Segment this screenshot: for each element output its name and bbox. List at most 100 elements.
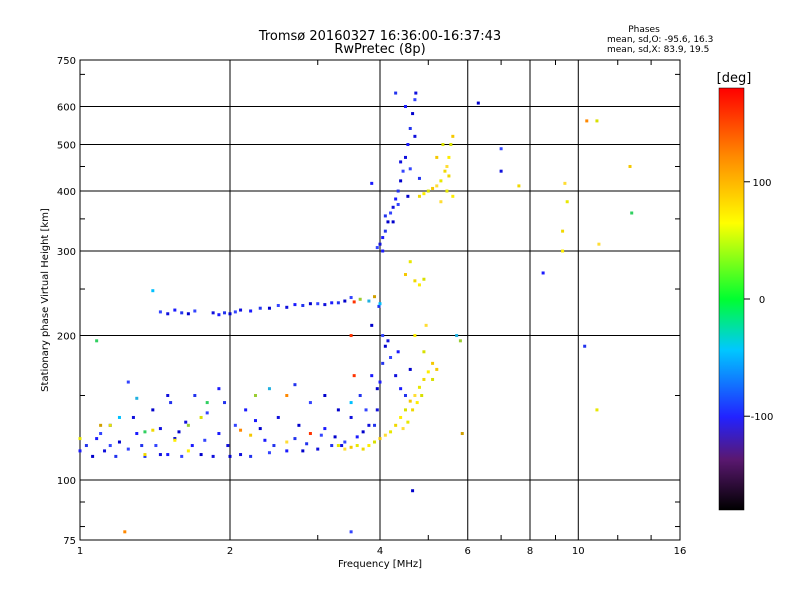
data-point (399, 387, 403, 391)
data-point (383, 214, 387, 218)
data-point (406, 194, 410, 198)
colorbar-label: [deg] (717, 71, 752, 86)
data-point (205, 401, 209, 405)
x-tick-label: 4 (377, 546, 383, 557)
data-point (401, 427, 405, 431)
data-point (383, 229, 387, 233)
data-point (297, 423, 301, 427)
data-point (158, 453, 162, 457)
data-point (413, 334, 417, 338)
data-point (367, 444, 371, 448)
data-point (595, 119, 599, 123)
data-point (190, 444, 194, 448)
data-point (135, 396, 139, 400)
data-point (340, 444, 344, 448)
data-point (426, 189, 430, 193)
x-tick-label: 8 (527, 546, 533, 557)
data-point (445, 164, 449, 168)
data-point (422, 377, 426, 381)
data-point (451, 194, 455, 198)
data-point (293, 303, 297, 307)
data-point (199, 415, 203, 419)
x-tick-label: 2 (227, 546, 233, 557)
data-point (349, 530, 353, 534)
data-point (253, 419, 257, 423)
data-point (267, 387, 271, 391)
data-point (370, 374, 374, 378)
data-point (249, 454, 253, 458)
data-point (435, 367, 439, 371)
data-point (417, 176, 421, 180)
data-point (108, 444, 112, 448)
data-point (431, 186, 435, 190)
data-point (308, 302, 312, 306)
y-tick-label: 100 (57, 476, 76, 487)
data-point (158, 427, 162, 431)
data-point (413, 98, 417, 102)
data-point (117, 440, 121, 444)
data-point (228, 454, 232, 458)
data-point (435, 184, 439, 188)
data-point (193, 309, 197, 313)
data-point (394, 197, 398, 201)
phase-info-heading: Phases (628, 25, 660, 35)
data-point (408, 367, 412, 371)
data-point (226, 444, 230, 448)
data-point (123, 530, 127, 534)
data-point (177, 430, 181, 434)
data-point (333, 435, 337, 439)
data-point (228, 312, 232, 316)
data-point (417, 385, 421, 389)
data-point (458, 339, 462, 343)
data-point (630, 211, 634, 215)
data-point (403, 105, 407, 109)
data-point (431, 361, 435, 365)
data-point (305, 442, 309, 446)
data-point (378, 437, 382, 441)
data-point (396, 189, 400, 193)
y-tick-label: 300 (57, 247, 76, 258)
x-tick-label: 6 (465, 546, 471, 557)
phase-info-o-mode: mean, sd,O: -95.6, 16.3 (607, 35, 713, 45)
data-point (424, 323, 428, 327)
data-point (443, 169, 447, 173)
data-point (441, 143, 445, 147)
data-point (293, 383, 297, 387)
data-point (381, 334, 385, 338)
data-point (330, 301, 334, 305)
data-point (151, 408, 155, 412)
data-point (417, 194, 421, 198)
chart-title: Tromsø 20160327 16:36:00-16:37:43 (258, 29, 501, 44)
data-point (499, 169, 503, 173)
data-point (422, 277, 426, 281)
data-point (239, 428, 243, 432)
data-point (173, 308, 177, 312)
data-point (117, 415, 121, 419)
data-point (361, 447, 365, 451)
data-point (628, 164, 632, 168)
data-point (217, 387, 221, 391)
data-point (411, 112, 415, 116)
data-point (211, 311, 215, 315)
data-point (349, 334, 353, 338)
data-point (249, 433, 253, 437)
data-point (403, 273, 407, 277)
data-point (420, 394, 424, 398)
data-point (358, 394, 362, 398)
data-point (217, 313, 221, 317)
data-point (408, 399, 412, 403)
data-point (358, 297, 362, 301)
data-point (378, 380, 382, 384)
data-point (383, 433, 387, 437)
data-point (84, 444, 88, 448)
data-point (381, 361, 385, 365)
data-point (203, 438, 207, 442)
y-tick-label: 500 (57, 141, 76, 152)
data-point (336, 408, 340, 412)
data-point (244, 408, 248, 412)
data-point (301, 303, 305, 307)
data-point (349, 445, 353, 449)
data-point (193, 394, 197, 398)
data-point (336, 444, 340, 448)
data-point (394, 374, 398, 378)
